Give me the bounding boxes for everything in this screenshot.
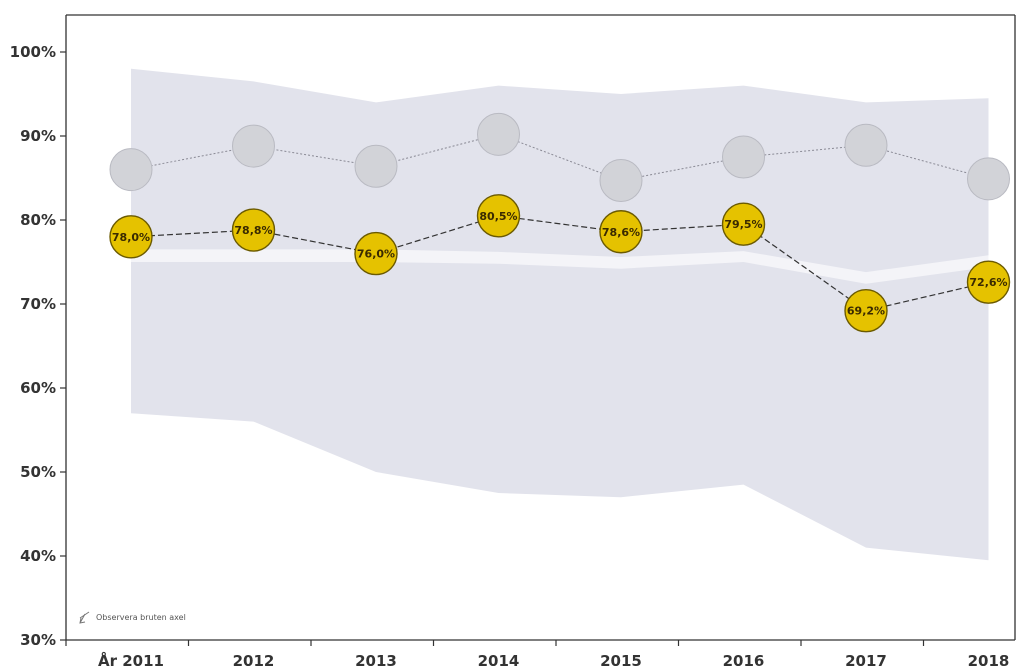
x-tick-label: År 2011 [98, 651, 164, 670]
upper-series-point [967, 157, 1010, 201]
y-tick-label: 80% [20, 211, 56, 229]
upper-series-point [354, 144, 398, 188]
y-tick-label: 50% [20, 463, 56, 481]
x-ticks: År 2011 2012 2013 2014 2015 2016 2017 2018 [65, 640, 1010, 670]
upper-series-point [722, 135, 765, 179]
main-series-point [109, 215, 153, 259]
data-label: 78,0% [112, 231, 150, 244]
y-tick-label: 90% [20, 127, 56, 145]
data-label: 80,5% [479, 210, 517, 223]
main-series-point [354, 231, 398, 276]
upper-series-point [477, 112, 520, 156]
x-tick-label: 2013 [355, 652, 397, 670]
main-series-point [231, 208, 276, 252]
upper-series-point [109, 148, 153, 192]
x-tick-label: 2014 [478, 652, 520, 670]
series-layer: 78,0% 78,8% 76,0% 80,5% 78,6% 79,5% 69,2% 72,6% [109, 112, 1011, 333]
y-tick-label: 100% [10, 43, 56, 61]
main-series-point [966, 260, 1011, 304]
x-tick-label: 2015 [600, 652, 642, 670]
y-tick-label: 70% [20, 295, 56, 313]
reference-band [131, 249, 989, 284]
x-tick-label: 2012 [233, 652, 275, 670]
broken-axis-icon [79, 611, 90, 624]
data-label: 78,6% [602, 226, 640, 239]
broken-axis-note: Observera bruten axel [79, 611, 186, 624]
upper-series-point [232, 124, 275, 168]
main-series-point [844, 289, 888, 333]
x-tick-label: 2017 [845, 652, 887, 670]
x-tick-label: 2018 [968, 652, 1010, 670]
y-tick-label: 60% [20, 379, 56, 397]
data-label: 69,2% [847, 305, 885, 318]
upper-series-point [599, 159, 643, 203]
upper-series-point [844, 123, 888, 167]
y-tick-label: 40% [20, 547, 56, 565]
broken-axis-note-text: Observera bruten axel [96, 613, 186, 622]
x-tick-label: 2016 [723, 652, 765, 670]
data-label: 76,0% [357, 248, 395, 261]
main-series-point [599, 210, 643, 254]
data-label: 79,5% [724, 218, 762, 231]
range-band [131, 68, 989, 561]
range-band-layer [131, 68, 989, 561]
main-series-point [476, 194, 521, 238]
data-label: 78,8% [234, 224, 272, 237]
y-ticks: 30% 40% 50% 60% 70% 80% 90% 100% [10, 43, 66, 649]
data-label: 72,6% [969, 276, 1007, 289]
main-series-point [721, 202, 766, 246]
y-tick-label: 30% [20, 631, 56, 649]
main-series-line [130, 215, 989, 312]
axes [65, 14, 1016, 641]
